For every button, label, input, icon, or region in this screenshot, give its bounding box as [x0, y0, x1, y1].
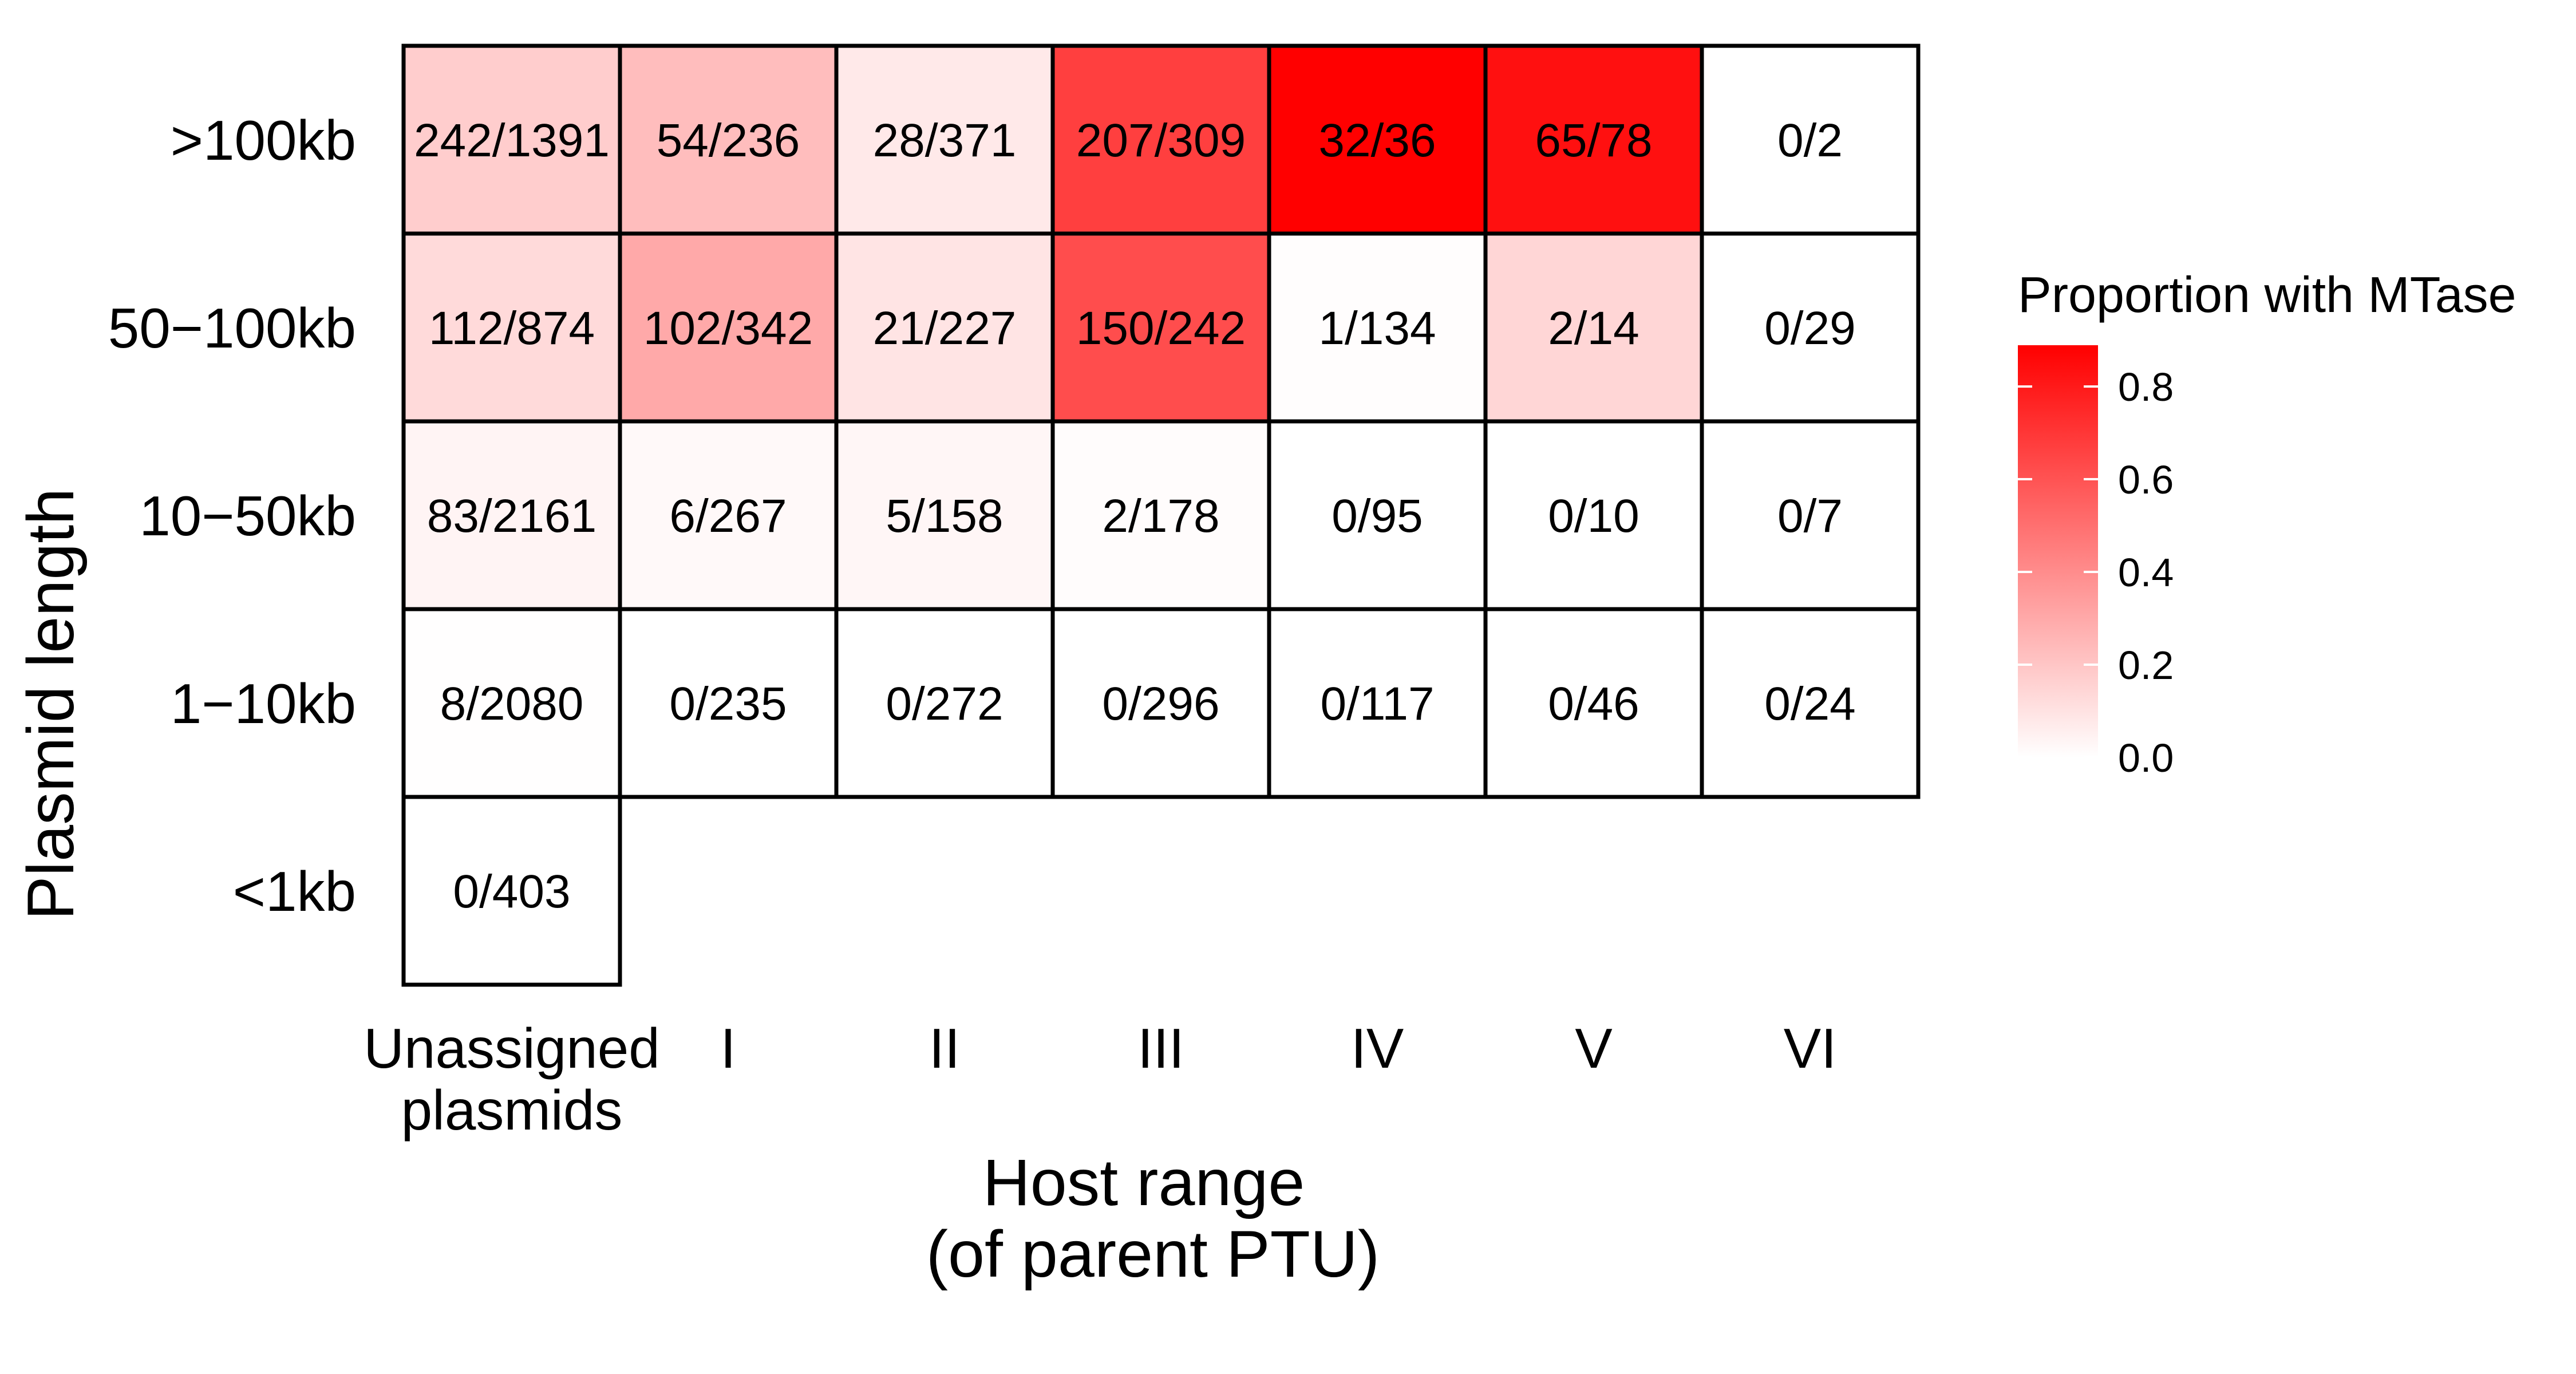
- cell-value-label: 2/178: [1102, 490, 1219, 542]
- y-axis-title: Plasmid length: [14, 488, 88, 920]
- cell-value-label: 150/242: [1076, 302, 1246, 354]
- cell-value-label: 0/95: [1332, 490, 1423, 542]
- x-tick-label: V: [1575, 1017, 1612, 1080]
- heatmap-cell: [1267, 419, 1488, 611]
- cell-value-label: 0/403: [453, 866, 570, 918]
- cell-value-label: 112/874: [429, 302, 595, 354]
- y-tick-label: 50−100kb: [108, 297, 356, 360]
- cell-value-label: 8/2080: [440, 678, 584, 730]
- heatmap-cell: [401, 607, 622, 799]
- y-tick-label: 10−50kb: [139, 484, 356, 547]
- legend-tick-label: 0.8: [2118, 365, 2174, 409]
- heatmap-cell: [1700, 419, 1921, 611]
- cell-value-label: 207/309: [1076, 114, 1246, 167]
- heatmap-cell: [1700, 231, 1921, 424]
- cell-value-label: 32/36: [1318, 114, 1436, 167]
- heatmap-cell: [618, 607, 839, 799]
- x-tick-label: III: [1137, 1017, 1184, 1080]
- y-tick-label: >100kb: [171, 109, 356, 172]
- heatmap-cell: [1700, 607, 1921, 799]
- x-axis-title: Host range (of parent PTU): [926, 1146, 1380, 1291]
- cell-value-label: 0/235: [669, 678, 787, 730]
- heatmap-cell: [834, 419, 1055, 611]
- heatmap-cell: [401, 44, 622, 236]
- y-tick-label: <1kb: [233, 860, 356, 923]
- cell-value-label: 83/2161: [427, 490, 596, 542]
- cell-value-label: 54/236: [657, 114, 800, 167]
- legend-tick-label: 0.0: [2118, 736, 2174, 780]
- y-tick-label: 1−10kb: [171, 672, 356, 735]
- cell-value-label: 6/267: [669, 490, 787, 542]
- heatmap-cell: [618, 44, 839, 236]
- y-tick-labels: >100kb 50−100kb 10−50kb 1−10kb <1kb: [108, 109, 356, 923]
- x-axis-title-line-2: (of parent PTU): [926, 1218, 1380, 1291]
- x-tick-label: Unassigned plasmids: [364, 1017, 660, 1142]
- cell-value-label: 0/29: [1764, 302, 1856, 354]
- cell-value-label: 0/24: [1764, 678, 1856, 730]
- cell-value-label: 0/10: [1548, 490, 1639, 542]
- cell-value-label: 0/7: [1777, 490, 1843, 542]
- heatmap-cell: [1483, 419, 1704, 611]
- heatmap-cells: 242/1391 54/236 28/371 207/309 32/36 65/78 0/2…: [401, 44, 1921, 987]
- heatmap-cell: [1050, 419, 1271, 611]
- legend-colorbar: [2018, 345, 2098, 757]
- cell-value-label: 21/227: [873, 302, 1017, 354]
- heatmap-cell: [618, 419, 839, 611]
- legend-ticks: 0.0 0.2 0.4 0.6 0.8: [2018, 365, 2174, 780]
- heatmap-cell: [834, 44, 1055, 236]
- x-axis-title-line-1: Host range: [983, 1146, 1305, 1219]
- x-tick-label: IV: [1351, 1017, 1404, 1080]
- cell-value-label: 242/1391: [414, 114, 610, 167]
- heatmap-cell: [1267, 231, 1488, 424]
- cell-value-label: 28/371: [873, 114, 1017, 167]
- legend-tick-label: 0.6: [2118, 457, 2174, 502]
- cell-value-label: 1/134: [1318, 302, 1436, 354]
- cell-value-label: 0/46: [1548, 678, 1639, 730]
- heatmap-cell: [401, 795, 622, 987]
- cell-value-label: 0/296: [1102, 678, 1219, 730]
- heatmap-cell: [401, 231, 622, 424]
- heatmap-cell: [1050, 607, 1271, 799]
- legend-tick-label: 0.2: [2118, 643, 2174, 688]
- x-tick-label: VI: [1784, 1017, 1837, 1080]
- heatmap-cell: [1483, 44, 1704, 236]
- x-tick-label: I: [720, 1017, 736, 1080]
- cell-value-label: 0/117: [1320, 678, 1434, 730]
- cell-value-label: 65/78: [1535, 114, 1652, 167]
- cell-value-label: 0/272: [886, 678, 1003, 730]
- legend: Proportion with MTase 0.0 0.2 0.4 0.6 0.8: [2018, 266, 2516, 780]
- cell-value-label: 2/14: [1548, 302, 1639, 354]
- cell-value-label: 5/158: [886, 490, 1003, 542]
- cell-value-label: 0/2: [1777, 114, 1843, 167]
- x-tick-label: II: [929, 1017, 960, 1080]
- heatmap-cell: [1483, 607, 1704, 799]
- legend-tick-label: 0.4: [2118, 550, 2174, 595]
- legend-title: Proportion with MTase: [2018, 266, 2516, 323]
- heatmap-cell: [834, 231, 1055, 424]
- cell-value-label: 102/342: [643, 302, 813, 354]
